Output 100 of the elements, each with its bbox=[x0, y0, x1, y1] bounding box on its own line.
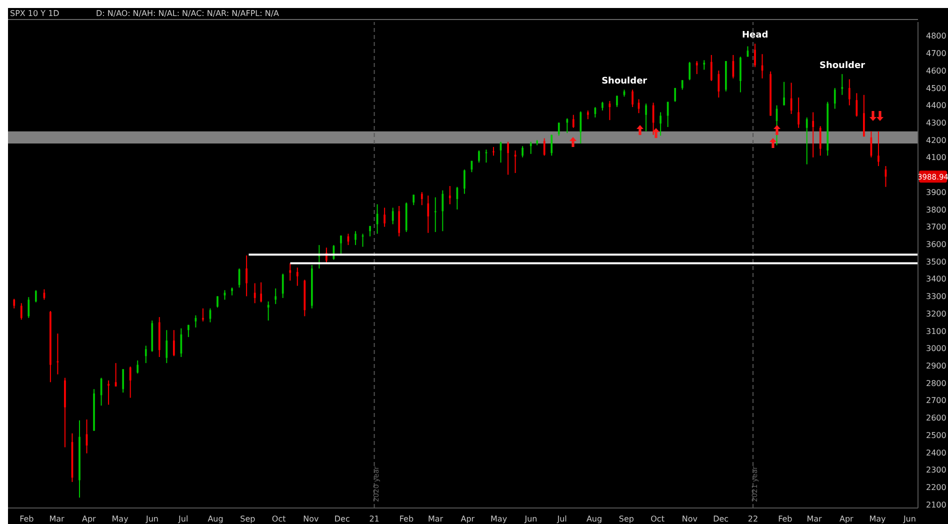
candlestick bbox=[108, 380, 110, 406]
candlestick bbox=[34, 290, 37, 303]
candlestick bbox=[28, 296, 30, 318]
y-tick-label: 3100 bbox=[926, 326, 946, 336]
candlestick bbox=[530, 141, 532, 154]
candlestick bbox=[122, 368, 124, 394]
candlestick bbox=[848, 78, 850, 106]
y-tick-label: 3900 bbox=[926, 188, 946, 197]
candlestick bbox=[202, 308, 204, 322]
y-tick-label: 4500 bbox=[926, 84, 946, 93]
candlestick bbox=[703, 60, 706, 70]
candlestick bbox=[398, 205, 400, 237]
x-tick-label: Nov bbox=[682, 514, 698, 524]
candlestick bbox=[464, 169, 466, 194]
candlestick bbox=[819, 126, 822, 156]
x-tick-label: Feb bbox=[399, 514, 414, 524]
candlestick bbox=[392, 207, 394, 225]
y-tick-label: 3800 bbox=[926, 205, 946, 214]
candlestick bbox=[645, 103, 647, 132]
x-tick-label: 21 bbox=[369, 514, 380, 524]
y-tick-label: 4100 bbox=[926, 153, 946, 162]
text: D: N/AO: N/AH: N/AL: N/AC: N/AR: N/AFPL: N/A bbox=[96, 9, 280, 19]
candlestick bbox=[260, 282, 262, 303]
candlestick bbox=[696, 60, 698, 75]
candlestick bbox=[666, 101, 669, 128]
y-tick-label: 4200 bbox=[926, 136, 946, 145]
candlestick bbox=[289, 262, 292, 282]
x-tick-label: Aug bbox=[586, 514, 602, 524]
candlestick bbox=[246, 254, 248, 297]
x-tick-label: Feb bbox=[20, 514, 34, 524]
annotation: Shoulder bbox=[602, 76, 648, 87]
candlestick bbox=[434, 196, 436, 233]
y-tick-label: 3600 bbox=[926, 240, 946, 250]
candlestick bbox=[274, 288, 277, 305]
x-tick-label: Nov bbox=[303, 514, 320, 524]
candlestick bbox=[180, 328, 182, 358]
candlestick bbox=[798, 97, 800, 128]
y-tick-label: 2200 bbox=[926, 483, 946, 492]
candlestick bbox=[340, 234, 342, 254]
x-tick-label: Jun bbox=[902, 514, 916, 524]
x-tick-label: Feb bbox=[778, 514, 792, 524]
candlestick bbox=[354, 230, 356, 246]
candlestick bbox=[632, 89, 634, 108]
x-tick-label: Mar bbox=[428, 514, 444, 524]
x-tick-label: Apr bbox=[460, 514, 476, 524]
candlestick bbox=[878, 130, 880, 167]
candlestick bbox=[20, 302, 22, 320]
y-tick-label: 4700 bbox=[926, 49, 946, 58]
candlestick bbox=[718, 70, 720, 98]
x-tick-label: May bbox=[112, 514, 129, 524]
candlestick bbox=[384, 207, 386, 228]
y-tick-label: 4400 bbox=[926, 101, 946, 110]
candlestick bbox=[188, 324, 190, 338]
x-tick-label: Dec bbox=[713, 514, 729, 524]
candlestick bbox=[740, 56, 742, 93]
candlestick bbox=[754, 43, 756, 68]
candlestick bbox=[558, 122, 560, 136]
candlestick bbox=[783, 81, 785, 106]
annotation: Head bbox=[742, 30, 768, 41]
x-tick-label: Dec bbox=[334, 514, 350, 524]
x-tick-label: May bbox=[869, 514, 886, 524]
candlestick bbox=[166, 330, 168, 364]
candlestick bbox=[863, 94, 865, 138]
candlestick bbox=[572, 114, 574, 128]
y-tick-label: 2300 bbox=[926, 466, 946, 475]
x-tick-label: Jul bbox=[178, 514, 188, 524]
y-tick-label: 3400 bbox=[926, 274, 946, 284]
candlestick bbox=[710, 54, 712, 82]
x-tick-label: 22 bbox=[748, 514, 758, 524]
candlestick bbox=[412, 194, 415, 206]
y-tick-label: 2800 bbox=[926, 378, 946, 388]
x-tick-label: Apr bbox=[839, 514, 854, 524]
candlestick bbox=[806, 116, 808, 165]
candlestick bbox=[172, 330, 175, 357]
candlestick bbox=[254, 282, 256, 304]
candlestick bbox=[267, 300, 270, 322]
candlestick bbox=[420, 192, 423, 206]
y-tick-label: 2900 bbox=[926, 362, 946, 371]
x-tick-label: Sep bbox=[618, 514, 634, 524]
candlestick bbox=[507, 141, 509, 176]
annotation: Shoulder bbox=[819, 61, 866, 72]
y-tick-label: 2100 bbox=[926, 500, 946, 510]
candlestick bbox=[478, 150, 480, 164]
y-tick-label: 2400 bbox=[926, 448, 946, 458]
chart-title: SPX 10 Y 1D bbox=[10, 9, 60, 19]
x-tick-label: Sep bbox=[240, 514, 256, 524]
candlestick bbox=[841, 74, 844, 96]
y-tick-label: 3700 bbox=[926, 222, 946, 232]
candlestick bbox=[688, 61, 691, 81]
candlestick bbox=[834, 87, 836, 110]
candlestick bbox=[13, 298, 16, 309]
candlestick bbox=[216, 296, 218, 308]
candlestick bbox=[448, 186, 451, 205]
x-tick-label: Mar bbox=[806, 514, 822, 524]
x-tick-label: Oct bbox=[272, 514, 286, 524]
y-tick-label: 4300 bbox=[926, 118, 946, 128]
x-tick-label: Jun bbox=[524, 514, 538, 524]
y-tick-label: 3500 bbox=[926, 257, 946, 266]
y-tick-label: 3300 bbox=[926, 292, 946, 302]
candlestick bbox=[550, 134, 553, 156]
